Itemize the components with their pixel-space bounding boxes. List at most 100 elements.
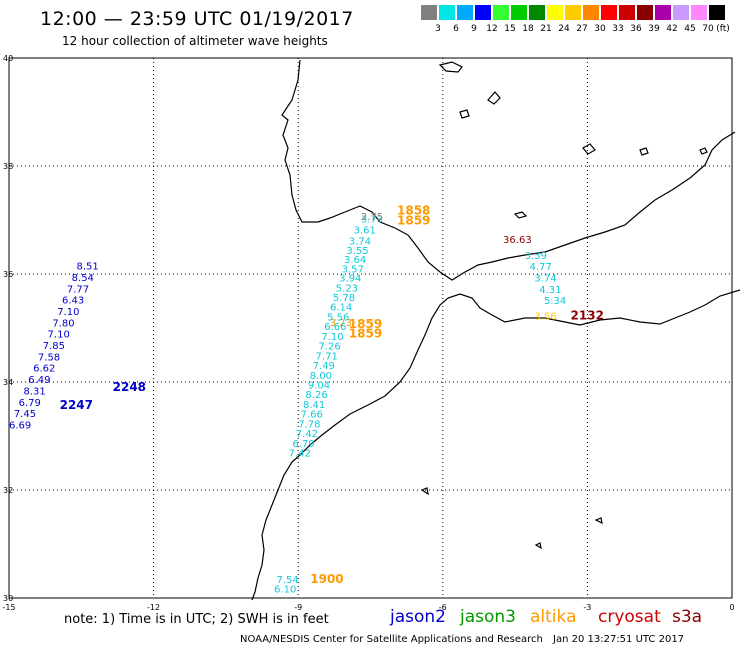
graticule-grid bbox=[8, 57, 733, 599]
coast-morocco bbox=[251, 289, 740, 601]
legend-swatch bbox=[529, 5, 546, 20]
map-subtitle: 12 hour collection of altimeter wave hei… bbox=[62, 34, 328, 48]
coast-spain-south bbox=[407, 131, 736, 281]
legend-label: 30 bbox=[594, 24, 606, 34]
swh-value: 7.10 bbox=[48, 330, 70, 341]
swh-value: 4.31 bbox=[539, 285, 561, 296]
legend-swatch bbox=[619, 5, 636, 20]
lat-label: 34 bbox=[3, 378, 13, 387]
legend-label: 70 bbox=[702, 24, 714, 34]
satellite-name: jason3 bbox=[460, 607, 516, 627]
swh-value: 7.42 bbox=[289, 449, 311, 460]
swh-value: 7.45 bbox=[14, 409, 36, 420]
legend-swatch bbox=[457, 5, 474, 20]
legend-label: 15 bbox=[504, 24, 516, 34]
lon-label: -6 bbox=[439, 603, 447, 612]
legend-label: 24 bbox=[558, 24, 570, 34]
swh-value: 7.66 bbox=[301, 410, 323, 421]
swh-value: 8.31 bbox=[23, 386, 45, 397]
swh-value: 36.63 bbox=[503, 235, 532, 246]
coast-island-2 bbox=[487, 91, 501, 105]
legend-swatch bbox=[511, 5, 528, 20]
satellite-name: altika bbox=[530, 607, 577, 627]
legend-swatch bbox=[637, 5, 654, 20]
lon-label: -3 bbox=[583, 603, 591, 612]
timestamp-text: Jan 20 13:27:51 UTC 2017 bbox=[553, 634, 685, 645]
swh-value: 3.61 bbox=[354, 226, 376, 237]
time-label: 1900 bbox=[310, 572, 343, 586]
swh-value: 6.79 bbox=[19, 398, 41, 409]
legend-swatch bbox=[709, 5, 726, 20]
swh-value: 4.77 bbox=[530, 262, 552, 273]
axis-labels: 40 38 36 34 32 30-15 -12 -9 -6 -3 0 bbox=[2, 54, 734, 612]
swh-value: 5.78 bbox=[333, 293, 355, 304]
swh-value: 3.23 bbox=[330, 318, 352, 329]
legend-swatch bbox=[421, 5, 438, 20]
legend-unit: (ft) bbox=[716, 24, 730, 34]
swh-value: 5.34 bbox=[544, 296, 566, 307]
swh-value: 7.10 bbox=[57, 307, 79, 318]
swh-value: 7.49 bbox=[313, 361, 335, 372]
coast-island-10 bbox=[699, 147, 708, 155]
coast-island-7 bbox=[534, 542, 542, 550]
satellite-name: s3a bbox=[672, 607, 703, 627]
swh-value: 6.10 bbox=[274, 585, 296, 596]
time-label: 2248 bbox=[113, 380, 146, 394]
swh-value: 6.62 bbox=[33, 364, 55, 375]
map-frame bbox=[8, 57, 733, 599]
swh-value: 3.74 bbox=[534, 274, 556, 285]
lon-label: 0 bbox=[729, 603, 734, 612]
swh-value: 6.66 bbox=[324, 322, 346, 333]
legend-swatch bbox=[655, 5, 672, 20]
coast-island-4 bbox=[513, 211, 528, 219]
lat-label: 40 bbox=[3, 54, 13, 63]
swh-value: 7.78 bbox=[298, 419, 320, 430]
swh-value: 7.71 bbox=[316, 351, 338, 362]
legend-label: 12 bbox=[486, 24, 498, 34]
swh-value: 3.59 bbox=[525, 251, 547, 262]
coast-island-9 bbox=[639, 147, 649, 156]
legend-swatch bbox=[439, 5, 456, 20]
legend-label: 45 bbox=[684, 24, 696, 34]
footnote: note: 1) Time is in UTC; 2) SWH is in fe… bbox=[64, 612, 329, 627]
lon-label: -12 bbox=[147, 603, 160, 612]
time-label: 1858 bbox=[397, 204, 430, 218]
swh-value: 8.51 bbox=[76, 262, 98, 273]
legend-swatch bbox=[475, 5, 492, 20]
legend-label: 36 bbox=[630, 24, 642, 34]
swh-value: 6.69 bbox=[9, 420, 31, 431]
legend-label: 21 bbox=[540, 24, 552, 34]
swh-value: 5.56 bbox=[327, 312, 349, 323]
swh-value: 3.73 bbox=[361, 215, 383, 226]
swh-value: 8.41 bbox=[303, 400, 325, 411]
swh-value: 8.00 bbox=[310, 371, 332, 382]
coastline bbox=[251, 59, 740, 601]
satellite-name: jason2 bbox=[390, 607, 446, 627]
swh-value: 7.77 bbox=[67, 284, 89, 295]
swh-value: 3.55 bbox=[346, 246, 368, 257]
coast-island-1 bbox=[438, 61, 463, 73]
time-label: 2247 bbox=[60, 398, 93, 412]
swh-value: 7.85 bbox=[43, 341, 65, 352]
lat-label: 38 bbox=[3, 162, 13, 171]
swh-value: 7.80 bbox=[52, 318, 74, 329]
time-label: 1859 bbox=[349, 317, 382, 331]
swh-value: 3.94 bbox=[339, 274, 361, 285]
credit-text: NOAA/NESDIS Center for Satellite Applica… bbox=[240, 634, 543, 645]
swh-value: 6.79 bbox=[292, 439, 314, 450]
legend-label: 42 bbox=[666, 24, 678, 34]
swh-value: 8.54 bbox=[72, 273, 94, 284]
swh-value: 7.54 bbox=[277, 575, 299, 586]
legend-label: 3 bbox=[435, 24, 441, 34]
lat-label: 32 bbox=[3, 486, 13, 495]
time-label: 1859 bbox=[397, 213, 430, 227]
legend-swatch bbox=[601, 5, 618, 20]
coast-island-5 bbox=[420, 487, 429, 496]
legend-label: 6 bbox=[453, 24, 459, 34]
swh-value: 6.49 bbox=[28, 375, 50, 386]
legend-swatch bbox=[565, 5, 582, 20]
legend-swatch bbox=[547, 5, 564, 20]
legend-label: 27 bbox=[576, 24, 588, 34]
